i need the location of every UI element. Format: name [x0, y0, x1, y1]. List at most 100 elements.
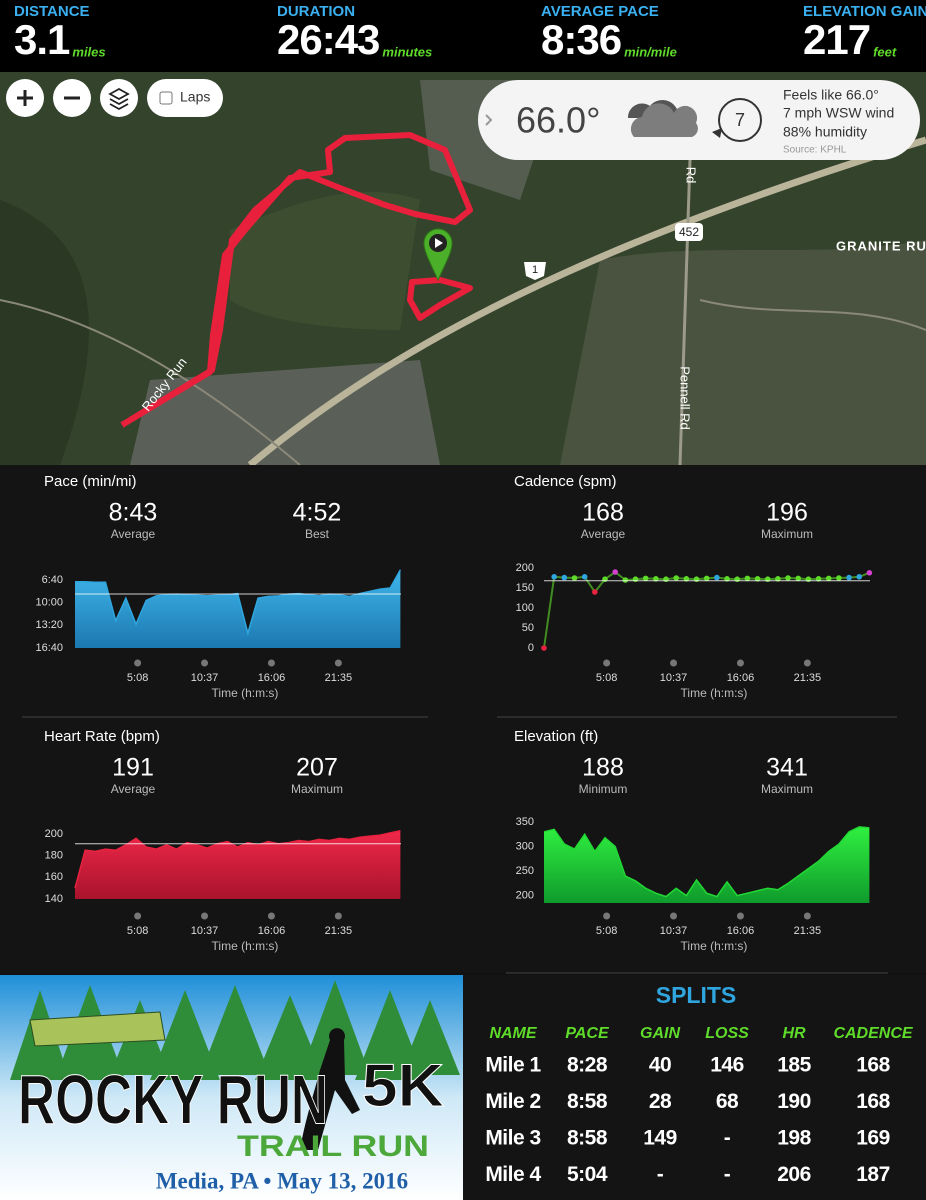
stat-label: Average	[581, 527, 626, 541]
point	[622, 577, 629, 583]
race-subtitle: TRAIL RUN	[237, 1130, 429, 1163]
x-tick-dot	[670, 659, 678, 667]
stat-label: DURATION	[277, 3, 355, 20]
race-distance: 5K	[362, 1052, 444, 1119]
x-tick-dot	[736, 912, 744, 920]
area-edge	[74, 830, 401, 889]
x-tick-label: 5:08	[127, 672, 148, 684]
x-tick-dot	[134, 659, 142, 667]
y-tick-label: 6:40	[42, 574, 63, 586]
cell: 5:04	[567, 1163, 608, 1186]
y-tick-label: 13:20	[35, 619, 63, 631]
point	[856, 574, 863, 580]
cell: 8:58	[567, 1127, 608, 1150]
woods	[230, 191, 420, 330]
point	[775, 576, 781, 582]
charts: Pace (min/mi)8:43Average4:52Best6:4010:0…	[35, 473, 873, 953]
y-tick-label: 50	[522, 622, 534, 634]
point	[581, 574, 588, 580]
point	[724, 576, 730, 582]
stat-value: 196	[766, 499, 808, 527]
stat-value: 207	[296, 754, 338, 782]
x-tick-label: 10:37	[660, 672, 688, 684]
route	[120, 132, 473, 428]
stat-label: Average	[111, 527, 156, 541]
point	[592, 589, 598, 595]
stat-value: 188	[582, 754, 624, 782]
cell: 187	[856, 1163, 890, 1186]
stat-value: 26:43	[277, 16, 379, 63]
x-tick-dot	[603, 659, 611, 667]
point	[612, 569, 618, 575]
x-tick-label: 21:35	[325, 925, 353, 937]
stat-value: 8:36	[541, 16, 621, 63]
point	[846, 574, 852, 581]
laps-toggle[interactable]	[147, 79, 223, 117]
wind-speed: 7	[735, 110, 745, 130]
x-tick-dot	[334, 912, 342, 920]
stat-unit: miles	[72, 44, 105, 59]
highway	[247, 136, 926, 465]
cell: -	[724, 1127, 731, 1150]
x-tick-label: 16:06	[258, 672, 286, 684]
x-tick-dot	[736, 659, 744, 667]
area	[75, 569, 401, 648]
pin-play	[435, 238, 443, 248]
stat-label: AVERAGE PACE	[541, 3, 659, 20]
x-tick-label: 5:08	[596, 925, 617, 937]
stat-label: ELEVATION GAIN	[803, 3, 926, 20]
chart-title: Heart Rate (bpm)	[44, 728, 160, 745]
point	[866, 570, 873, 576]
chart-title: Elevation (ft)	[514, 728, 598, 745]
x-axis-label: Time (h:m:s)	[212, 939, 279, 953]
point	[683, 576, 690, 582]
cell: 190	[777, 1090, 811, 1113]
stat-value: 341	[766, 754, 808, 782]
point	[815, 576, 822, 582]
cell: Mile 4	[485, 1163, 541, 1186]
point	[744, 575, 751, 582]
point	[642, 575, 649, 582]
point	[541, 645, 547, 651]
route-badge	[524, 262, 546, 280]
cell: 146	[710, 1054, 744, 1077]
laps-checkbox[interactable]	[159, 91, 173, 105]
x-axis-label: Time (h:m:s)	[681, 939, 748, 953]
race-logo: ROCKY RUN 5K TRAIL RUN Media, PA • May 1…	[0, 975, 463, 1200]
race-name: ROCKY RUN	[18, 1060, 328, 1138]
cell: 169	[856, 1127, 890, 1150]
cell: 168	[856, 1090, 890, 1113]
point	[836, 575, 842, 581]
x-tick-dot	[267, 912, 275, 920]
trees	[10, 980, 460, 1080]
map-label: 1	[532, 264, 538, 276]
y-tick-label: 350	[516, 816, 534, 828]
y-tick-label: 100	[516, 602, 534, 614]
splits-title: SPLITS	[656, 982, 737, 1008]
suburb	[560, 240, 926, 465]
stat-label: DISTANCE	[14, 3, 90, 20]
wind-dial	[718, 98, 762, 142]
cell: Mile 2	[485, 1090, 540, 1113]
x-tick-label: 10:37	[191, 672, 219, 684]
chart-title: Cadence (spm)	[514, 473, 617, 490]
stat-label: Minimum	[579, 782, 628, 796]
banner	[29, 1011, 166, 1047]
column-header: CADENCE	[833, 1025, 913, 1042]
map-label: 452	[679, 225, 699, 239]
x-tick-dot	[267, 659, 275, 667]
stat-unit: min/mile	[624, 44, 677, 59]
x-tick-label: 10:37	[191, 925, 219, 937]
y-tick-label: 250	[516, 865, 534, 877]
x-tick-label: 21:35	[325, 672, 353, 684]
point	[561, 574, 568, 581]
area-edge	[543, 826, 870, 898]
column-header: GAIN	[640, 1025, 680, 1042]
x-tick-label: 21:35	[794, 672, 822, 684]
map-label: Rd	[684, 167, 699, 184]
road	[678, 159, 692, 465]
column-header: LOSS	[705, 1025, 749, 1042]
y-tick-label: 140	[45, 893, 63, 905]
point	[825, 575, 832, 582]
